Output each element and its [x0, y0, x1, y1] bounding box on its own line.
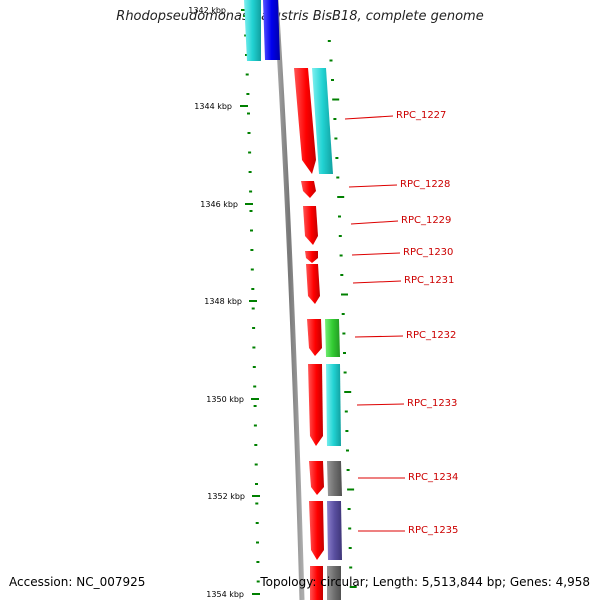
- accession-info: Accession: NC_007925: [9, 575, 145, 589]
- gene-arrow: [310, 566, 323, 600]
- label-leader-line: [356, 403, 405, 406]
- gene-cog-cyan: [326, 364, 341, 446]
- label-leader-line: [354, 335, 404, 338]
- ruler: 1342 kbp 1344 kbp 1346 kbp 1348 kbp 1350…: [188, 6, 260, 599]
- ruler-tick-label: 1354 kbp: [206, 590, 244, 599]
- length-label: Length:: [372, 575, 419, 589]
- gene-cog-purple: [327, 501, 342, 560]
- gene-label: RPC_1230: [403, 247, 453, 258]
- genes-label: Genes:: [509, 575, 552, 589]
- gene-label: RPC_1229: [401, 215, 451, 226]
- gene-arrow: [301, 181, 316, 198]
- gene-label: RPC_1231: [404, 275, 454, 286]
- ruler-tick-label: 1350 kbp: [206, 395, 244, 404]
- topology-label: Topology:: [260, 575, 317, 589]
- gene-cog-blue: [263, 0, 280, 60]
- gene-arrow: [294, 68, 316, 174]
- gene-arrow: [303, 206, 318, 245]
- gene-label: RPC_1233: [407, 398, 457, 409]
- ruler-tick-label: 1348 kbp: [204, 297, 242, 306]
- gene-cog-cyan: [244, 0, 261, 61]
- gene-cog-gray: [327, 461, 342, 496]
- ruler-tick-label: 1342 kbp: [188, 6, 226, 15]
- label-leader-line: [350, 220, 399, 225]
- label-leader-line: [352, 280, 402, 284]
- genome-backbone: [273, 0, 305, 600]
- ruler-tick-label: 1352 kbp: [207, 492, 245, 501]
- genome-stats: Topology: circular; Length: 5,513,844 bp…: [260, 575, 590, 589]
- gene-labels: RPC_1227 RPC_1228 RPC_1229 RPC_1230 RPC_…: [344, 110, 458, 536]
- gene-label: RPC_1228: [400, 179, 450, 190]
- gene-label: RPC_1234: [408, 472, 458, 483]
- gene-features: [294, 68, 342, 600]
- label-leader-line: [344, 115, 394, 120]
- gene-arrow: [308, 364, 323, 446]
- length-value: 5,513,844 bp: [421, 575, 502, 589]
- label-leader-line: [348, 184, 398, 188]
- gene-arrow: [309, 501, 324, 560]
- gene-label: RPC_1232: [406, 330, 456, 341]
- gene-arrow: [309, 461, 324, 495]
- topology-value: circular: [320, 575, 365, 589]
- gene-cog-cyan: [312, 68, 333, 174]
- gene-label: RPC_1235: [408, 525, 458, 536]
- gene-arrow: [307, 319, 322, 356]
- accession-label: Accession:: [9, 575, 73, 589]
- ruler-minor-ticks: [243, 15, 260, 583]
- gene-arrow: [306, 264, 320, 304]
- gene-cog-green: [325, 319, 340, 357]
- label-leader-line: [351, 252, 401, 256]
- genes-value: 4,958: [555, 575, 590, 589]
- gene-cog-gray: [327, 566, 341, 600]
- ruler-tick-label: 1346 kbp: [200, 200, 238, 209]
- map-title: Rhodopseudomonas palustris BisB18, compl…: [116, 9, 484, 24]
- ruler-tick-label: 1344 kbp: [194, 102, 232, 111]
- gene-label: RPC_1227: [396, 110, 446, 121]
- accession-value: NC_007925: [76, 575, 146, 589]
- outer-minor-ticks: [327, 40, 357, 588]
- gene-arrow: [305, 251, 318, 263]
